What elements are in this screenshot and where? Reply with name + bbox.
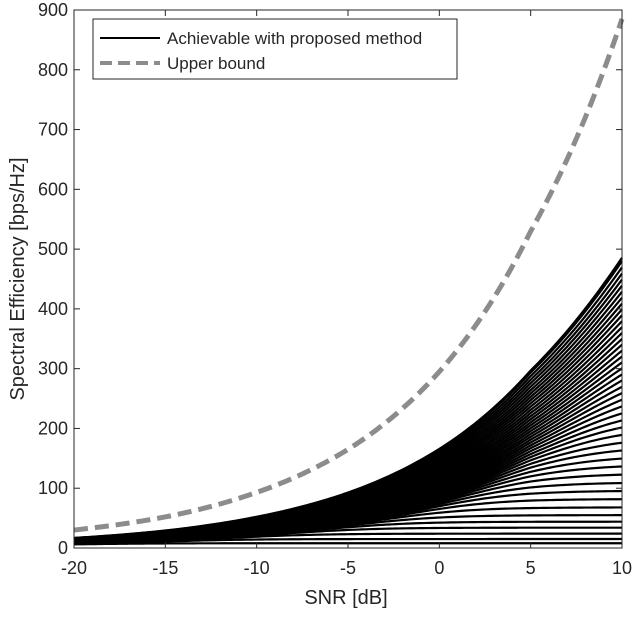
- x-tick-label: 0: [434, 558, 444, 578]
- x-tick-label: -20: [61, 558, 87, 578]
- legend-label-1: Achievable with proposed method: [167, 29, 422, 48]
- y-tick-label: 0: [58, 538, 68, 558]
- y-tick-label: 300: [38, 359, 68, 379]
- upper-bound-curve: [73, 18, 625, 533]
- curve-group: [73, 257, 623, 546]
- x-tick-label: -10: [244, 558, 270, 578]
- upper-bound-group: [73, 18, 625, 533]
- legend-label-2: Upper bound: [167, 54, 265, 73]
- y-tick-label: 100: [38, 478, 68, 498]
- legend-box: [92, 18, 458, 80]
- achievable-curve-45: [73, 257, 623, 540]
- y-axis-label: Spectral Efficiency [bps/Hz]: [7, 157, 29, 400]
- y-tick-label: 700: [38, 120, 68, 140]
- y-tick-label: 800: [38, 60, 68, 80]
- x-axis-label: SNR [dB]: [304, 587, 387, 609]
- x-tick-label: 5: [526, 558, 536, 578]
- x-tick-label: -15: [152, 558, 178, 578]
- y-tick-label: 500: [38, 239, 68, 259]
- legend: Achievable with proposed method Upper bou…: [92, 18, 458, 80]
- y-tick-label: 200: [38, 418, 68, 438]
- axes: -20 -15 -10 -5 0 5 100100200300400500600700800…: [38, 0, 632, 578]
- y-tick-label: 600: [38, 179, 68, 199]
- y-tick-label: 900: [38, 0, 68, 20]
- x-tick-label: -5: [340, 558, 356, 578]
- y-tick-label: 400: [38, 299, 68, 319]
- x-tick-label: 10: [612, 558, 632, 578]
